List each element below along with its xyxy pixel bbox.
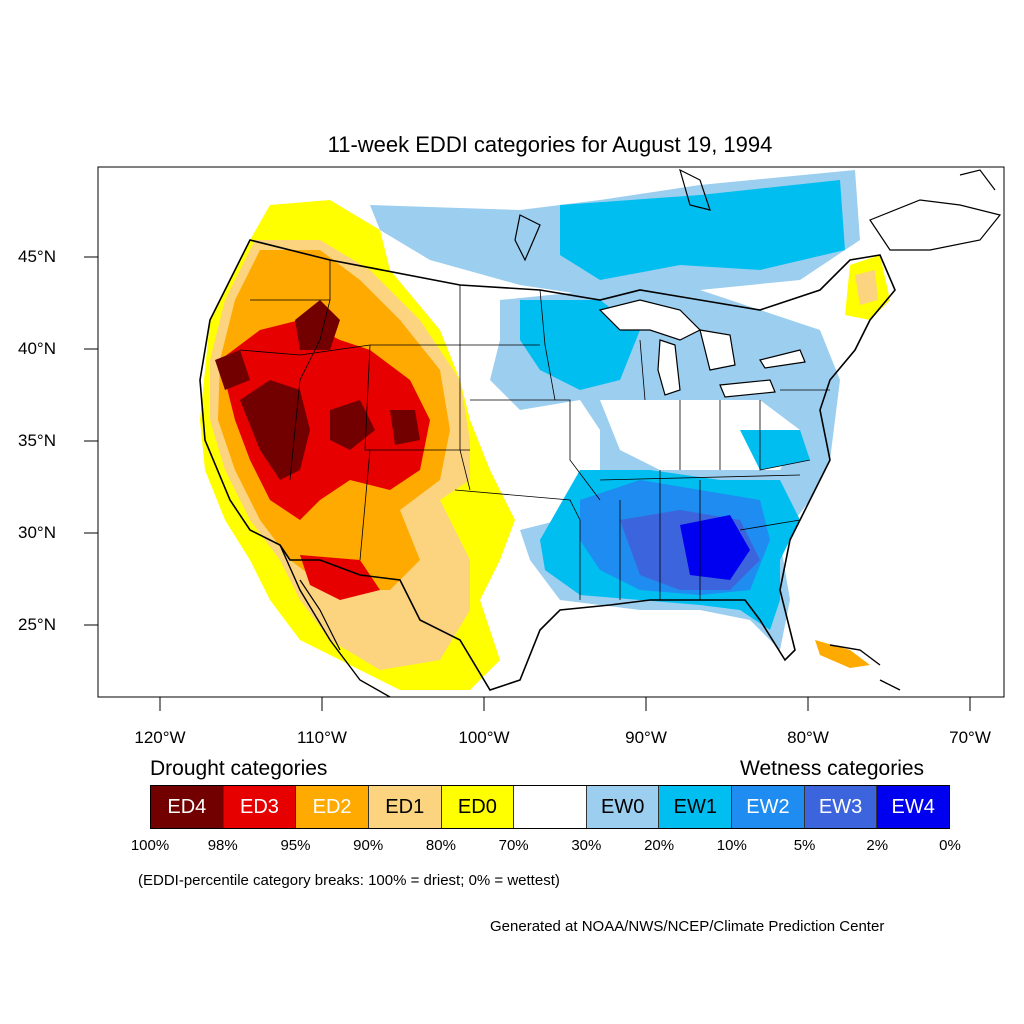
- map-field: [199, 168, 1002, 697]
- us-outline: [199, 239, 896, 691]
- wetness-categories-title: Wetness categories: [740, 757, 925, 780]
- lat-label-40: 40°N: [18, 339, 56, 358]
- legend-swatch-ew4: EW4: [877, 786, 950, 828]
- lon-label-80: 80°W: [787, 728, 829, 747]
- lat-label-25: 25°N: [18, 615, 56, 634]
- legend-break-label: 20%: [644, 837, 675, 854]
- legend-swatch-ew3: EW3: [804, 786, 878, 828]
- great-lakes: [598, 299, 702, 341]
- map-frame: [97, 166, 1005, 698]
- legend-swatch-ew2: EW2: [732, 786, 805, 828]
- legend-note: (EDDI-percentile category breaks: 100% =…: [138, 872, 560, 889]
- legend-swatch-ew0: EW0: [586, 786, 660, 828]
- legend-swatch-ed3: ED3: [223, 786, 297, 828]
- west-dry-ed3: [220, 320, 430, 520]
- legend-break-label: 30%: [571, 837, 602, 854]
- east-wet-ew4: [680, 515, 750, 580]
- legend-swatch-neutral: [514, 786, 587, 828]
- lat-label-35: 35°N: [18, 431, 56, 450]
- lat-label-45: 45°N: [18, 247, 56, 266]
- credit-text: Generated at NOAA/NWS/NCEP/Climate Predi…: [490, 918, 885, 935]
- midwest-neutral: [600, 400, 800, 470]
- legend-swatch-ed0: ED0: [441, 786, 515, 828]
- legend-break-label: 10%: [716, 837, 747, 854]
- legend-break-label: 100%: [130, 837, 170, 854]
- legend-swatch-ed1: ED1: [368, 786, 442, 828]
- lon-label-110: 110°W: [297, 728, 347, 747]
- legend-break-label: 98%: [207, 837, 238, 854]
- legend-break-label: 95%: [280, 837, 311, 854]
- state-lines: [239, 260, 830, 600]
- lon-label-120: 120°W: [134, 728, 186, 747]
- map-title: 11-week EDDI categories for August 19, 1…: [327, 132, 773, 157]
- lon-label-70: 70°W: [949, 728, 991, 747]
- lon-label-90: 90°W: [625, 728, 667, 747]
- legend-break-label: 5%: [793, 837, 816, 854]
- legend-swatch-ew1: EW1: [659, 786, 733, 828]
- drought-categories-title: Drought categories: [150, 757, 328, 780]
- legend-colorbar: ED4 ED3 ED2 ED1 ED0 EW0 EW1 EW2 EW3 EW4: [150, 785, 950, 829]
- lon-label-100: 100°W: [458, 728, 510, 747]
- legend-break-label: 90%: [353, 837, 384, 854]
- lat-label-30: 30°N: [18, 523, 56, 542]
- legend-break-label: 2%: [866, 837, 889, 854]
- legend-swatch-ed4: ED4: [151, 786, 224, 828]
- canada-wet-core: [560, 180, 845, 280]
- legend-swatch-ed2: ED2: [296, 786, 369, 828]
- legend-break-label: 70%: [498, 837, 529, 854]
- legend-break-label: 80%: [425, 837, 456, 854]
- legend-break-label: 0%: [939, 837, 961, 854]
